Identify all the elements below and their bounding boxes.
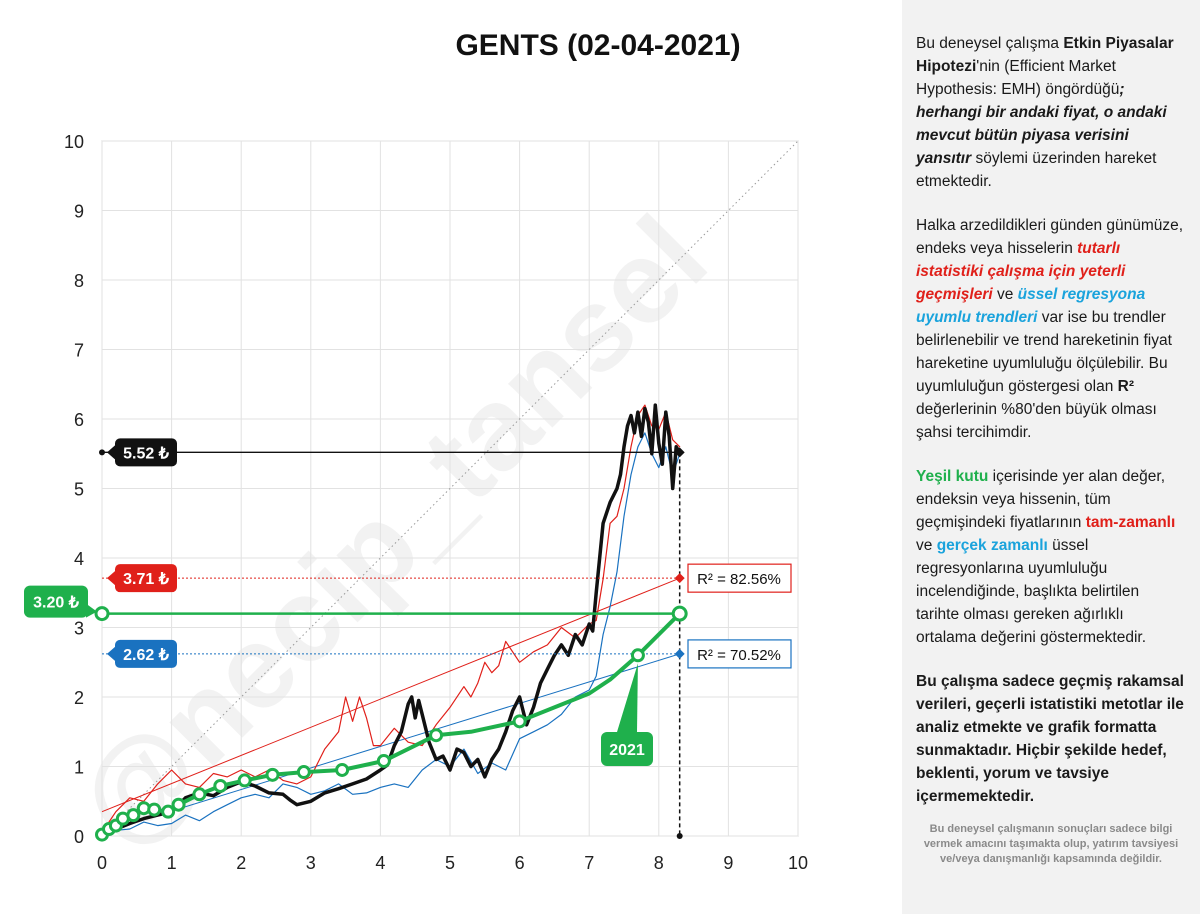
y-tick-label: 6 — [74, 410, 84, 430]
weighted-average-marker — [671, 605, 688, 622]
green-text-2: ve — [916, 537, 937, 554]
end-date-marker — [676, 833, 683, 839]
real-time-r2-box — [687, 639, 792, 669]
current-price-end-marker — [674, 447, 685, 458]
weighted-average-label-box — [24, 585, 88, 618]
full-time-label-box — [115, 564, 177, 593]
current-price-label: 5.52 ₺ — [123, 445, 170, 462]
y-tick-label: 0 — [74, 827, 84, 847]
real-time-label-box-pointer — [107, 646, 115, 661]
full-time-end-marker — [674, 573, 685, 584]
intro-text-3: söylemi üzerinden hareket etmektedir. — [916, 150, 1157, 190]
full-time-r2-box — [687, 563, 792, 593]
x-tick-label: 8 — [654, 853, 664, 873]
current-price-label-box-pointer — [107, 445, 115, 460]
weighted-average-marker — [161, 804, 176, 819]
real-time-label-box — [115, 639, 177, 668]
weighted-average-marker — [630, 648, 645, 663]
method-blue-text: üssel regresyona uyumlu trendleri — [916, 286, 1146, 326]
x-tick-label: 1 — [167, 853, 177, 873]
x-tick-label: 9 — [723, 853, 733, 873]
current-price-start-dot — [99, 449, 105, 456]
chart-title: GENTS (02-04-2021) — [455, 29, 740, 62]
weighted-average-marker — [126, 808, 141, 823]
x-tick-label: 6 — [515, 853, 525, 873]
weighted-average-start-marker — [94, 606, 110, 622]
green-text-3: üssel regresyonlarına uyumluluğu incelen… — [916, 537, 1147, 646]
full-time-text: tam-zamanlı — [1085, 514, 1176, 531]
current-price-label-box — [115, 438, 177, 467]
y-tick-label: 5 — [74, 480, 84, 500]
full-time-r2-label: R² = 82.56% — [697, 571, 781, 588]
weighted-average-label: 3.20 ₺ — [33, 595, 80, 612]
r2-bold: R² — [1117, 378, 1134, 395]
sidebar-panel: Bu deneysel çalışma Etkin Piyasalar Hipo… — [902, 0, 1200, 914]
full-time-value-label: 3.71 ₺ — [123, 571, 170, 588]
year-callout-label: 2021 — [609, 742, 645, 759]
x-tick-label: 5 — [445, 853, 455, 873]
weighted-average-marker — [296, 765, 311, 780]
intro-text-1: Bu deneysel çalışma — [916, 35, 1064, 52]
real-time-value-label: 2.62 ₺ — [123, 647, 170, 664]
method-text-2: ve — [992, 286, 1018, 303]
method-text-3: var ise bu trendler belirlenebilir ve tr… — [916, 309, 1172, 395]
full-time-label-box-pointer — [107, 571, 115, 586]
x-tick-label: 7 — [584, 853, 594, 873]
intro-bold-1: Etkin Piyasalar Hipotezi — [916, 35, 1174, 75]
weighted-average-marker — [512, 714, 527, 729]
x-tick-label: 4 — [375, 853, 385, 873]
method-text-4: değerlerinin %80'den büyük olması şahsi … — [916, 401, 1157, 441]
method-paragraph: Halka arzedildikleri günden günümüze, en… — [916, 214, 1186, 444]
y-tick-label: 9 — [74, 202, 84, 222]
watermark-text: @necip_tansel — [52, 192, 732, 872]
y-tick-label: 1 — [74, 758, 84, 778]
weighted-average-marker — [265, 767, 280, 782]
weighted-average-marker — [237, 773, 252, 788]
y-tick-label: 8 — [74, 271, 84, 291]
x-tick-label: 2 — [236, 853, 246, 873]
green-box-text: Yeşil kutu — [916, 468, 989, 485]
y-tick-label: 7 — [74, 341, 84, 361]
weighted-average-marker — [192, 787, 207, 802]
green-box-paragraph: Yeşil kutu içerisinde yer alan değer, en… — [916, 465, 1186, 649]
x-tick-label: 3 — [306, 853, 316, 873]
weighted-average-marker — [429, 728, 444, 743]
diagonal-guide — [101, 140, 799, 837]
weighted-average-marker — [213, 778, 228, 793]
weighted-average-marker — [335, 762, 350, 777]
year-callout-box — [601, 732, 653, 766]
method-text-1: Halka arzedildikleri günden günümüze, en… — [916, 217, 1184, 257]
weighted-average-marker — [147, 802, 162, 817]
real-time-regression-line — [101, 653, 680, 834]
method-red-text: tutarlı istatistiki çalışma için yeterli… — [916, 240, 1126, 303]
real-time-text: gerçek zamanlı — [936, 537, 1048, 554]
full-time-regression-line — [101, 577, 680, 813]
intro-text-2: 'nin (Efficient Market Hypothesis: EMH) … — [916, 58, 1120, 98]
weighted-average-marker — [171, 797, 186, 812]
green-text-1: içerisinde yer alan değer, endeksin veya… — [916, 468, 1166, 531]
x-tick-label: 0 — [97, 853, 107, 873]
chart-panel: @necip_tansel GENTS (02-04-2021) 0 1 2 3 4 5 6 7 8… — [24, 29, 809, 873]
real-time-r2-label: R² = 70.52% — [697, 647, 781, 664]
disclaimer-text: Bu deneysel çalışmanın sonuçları sadece … — [923, 823, 1179, 865]
y-tick-label: 4 — [74, 549, 84, 569]
year-callout-pointer — [617, 663, 638, 732]
y-tick-label: 2 — [74, 688, 84, 708]
intro-bold-2: ; herhangi bir andaki fiyat, o andaki me… — [916, 81, 1167, 167]
y-tick-label: 10 — [64, 132, 84, 152]
intro-paragraph: Bu deneysel çalışma Etkin Piyasalar Hipo… — [916, 32, 1186, 193]
scope-paragraph: Bu çalışma sadece geçmiş rakamsal verile… — [916, 673, 1184, 805]
full-time-series-line — [101, 404, 681, 834]
real-time-end-marker — [674, 648, 685, 659]
price-series-line — [100, 403, 682, 837]
weighted-average-label-pointer — [86, 603, 97, 618]
weighted-average-marker — [376, 753, 391, 768]
chart-svg: @necip_tansel GENTS (02-04-2021) 0 1 2 3 4 5 6 7 8… — [24, 29, 808, 873]
y-tick-label: 3 — [74, 619, 84, 639]
x-tick-label: 10 — [788, 853, 808, 873]
